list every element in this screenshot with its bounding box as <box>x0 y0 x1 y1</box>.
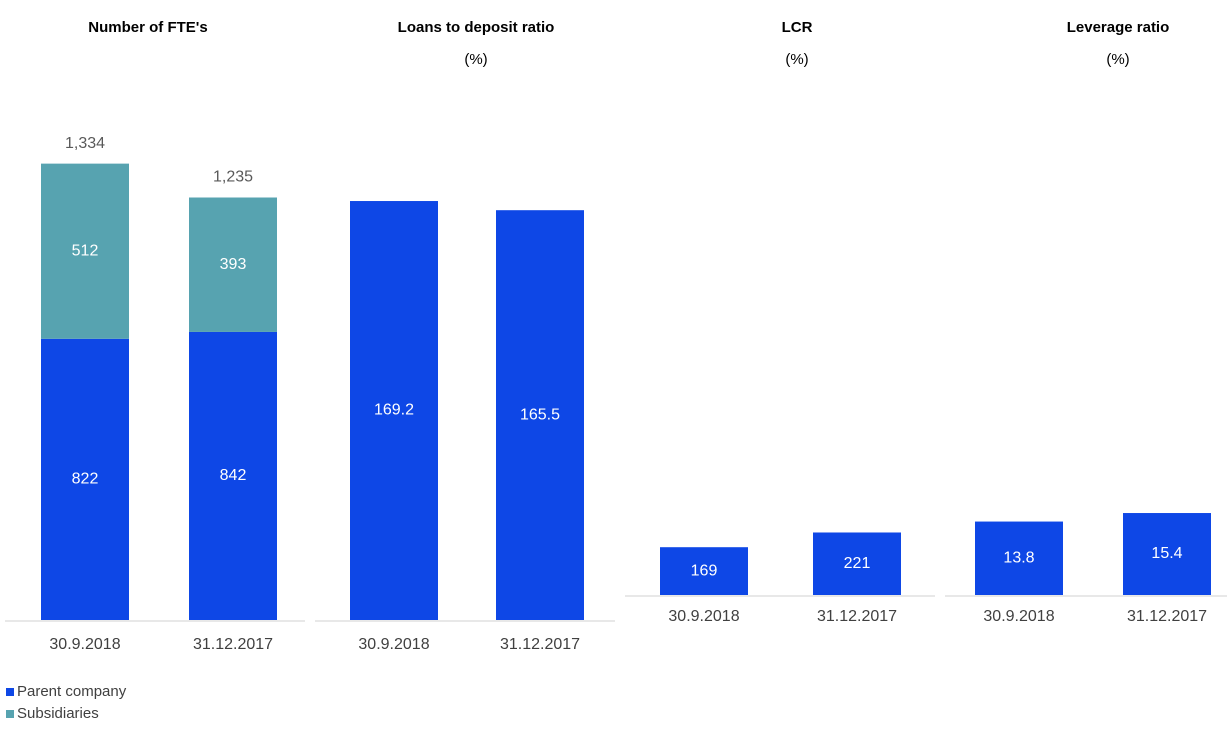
bar-segment <box>189 197 277 332</box>
x-tick-label: 31.12.2017 <box>817 608 897 625</box>
data-label: 13.8 <box>1003 549 1034 566</box>
panel-title: Loans to deposit ratio <box>398 19 555 36</box>
x-tick-label: 30.9.2018 <box>358 636 429 653</box>
data-label: 842 <box>220 467 247 484</box>
panel-subtitle: (%) <box>464 51 487 68</box>
bar <box>1123 513 1211 595</box>
data-label: 221 <box>844 555 871 572</box>
legend-label: Subsidiaries <box>17 705 99 722</box>
bar-segment <box>189 331 277 620</box>
x-tick-label: 31.12.2017 <box>1127 608 1207 625</box>
x-tick-label: 30.9.2018 <box>668 608 739 625</box>
bar-segment <box>41 338 129 620</box>
data-label: 169.2 <box>374 402 414 419</box>
bar <box>813 532 901 595</box>
data-label: 15.4 <box>1151 545 1182 562</box>
data-label: 165.5 <box>520 406 560 423</box>
data-label: 822 <box>72 471 99 488</box>
total-label: 1,334 <box>65 135 105 152</box>
panel-subtitle: (%) <box>785 51 808 68</box>
legend-swatch <box>6 688 14 696</box>
legend-label: Parent company <box>17 683 127 700</box>
data-label: 169 <box>691 562 718 579</box>
data-label: 393 <box>220 256 247 273</box>
x-tick-label: 31.12.2017 <box>193 636 273 653</box>
panel-title: Number of FTE's <box>88 19 207 36</box>
total-label: 1,235 <box>213 169 253 186</box>
data-label: 512 <box>72 242 99 259</box>
panel-title: Leverage ratio <box>1067 19 1170 36</box>
bar <box>660 547 748 595</box>
bar <box>975 521 1063 595</box>
x-tick-label: 30.9.2018 <box>49 636 120 653</box>
x-tick-label: 30.9.2018 <box>983 608 1054 625</box>
x-tick-label: 31.12.2017 <box>500 636 580 653</box>
legend-swatch <box>6 710 14 718</box>
bar <box>496 210 584 620</box>
panel-subtitle: (%) <box>1106 51 1129 68</box>
panel-title: LCR <box>782 19 813 36</box>
bar-segment <box>41 163 129 339</box>
bar <box>350 201 438 620</box>
